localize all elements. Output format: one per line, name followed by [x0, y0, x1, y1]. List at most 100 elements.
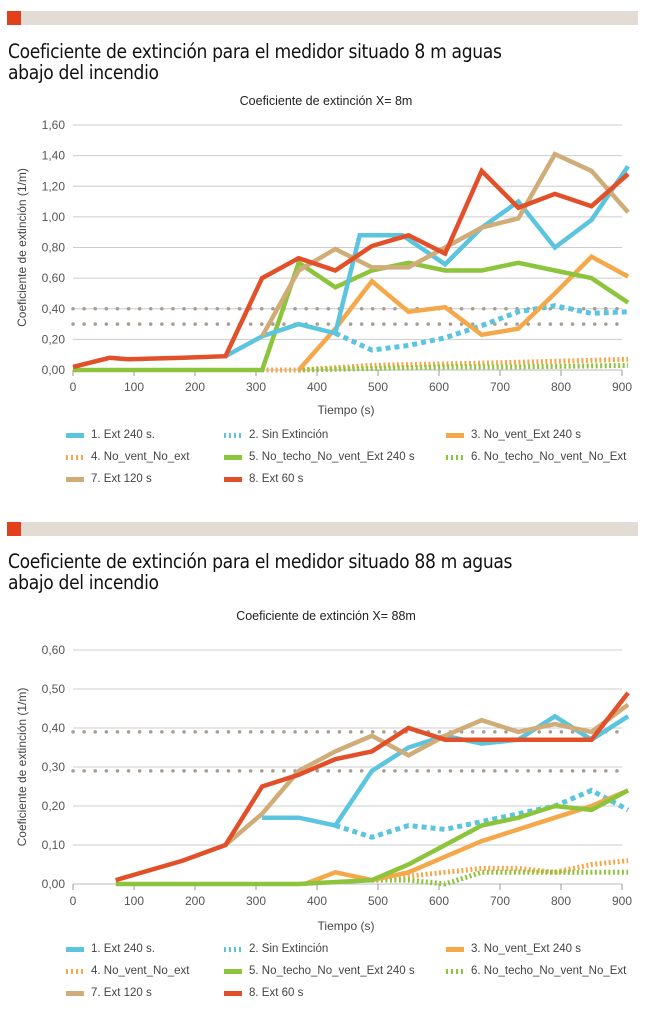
legend-item: 4. No_vent_No_ext: [66, 450, 189, 464]
legend-item: 5. No_techo_No_vent_Ext 240 s: [224, 450, 415, 464]
chart-legend: 1. Ext 240 s. 2. Sin Extinción 3. No_vent_…: [66, 428, 646, 498]
y-tick-label: 1,40: [42, 149, 66, 163]
x-tick-label: 500: [368, 894, 388, 908]
series-line-ext120: [260, 151, 630, 338]
accent-square: [7, 522, 21, 536]
legend-label: 2. Sin Extinción: [249, 429, 329, 441]
legend-item: 5. No_techo_No_vent_Ext 240 s: [224, 964, 415, 978]
section-8m: Coeficiente de extinción para el medidor…: [0, 0, 652, 510]
x-tick-label: 900: [612, 380, 632, 394]
chart-title: Coeficiente de extinción X= 8m: [240, 94, 413, 108]
legend-item: 2. Sin Extinción: [224, 942, 328, 956]
legend-label: 4. No_vent_No_ext: [91, 965, 190, 977]
x-tick-label: 900: [612, 894, 632, 908]
y-tick-label: 0,50: [42, 682, 66, 696]
series-line-noVentExt240: [303, 788, 629, 887]
y-tick-label: 0,00: [42, 363, 66, 377]
legend-item: 3. No_vent_Ext 240 s: [446, 942, 581, 956]
x-tick-label: 0: [70, 894, 77, 908]
y-tick-label: 0,80: [42, 241, 66, 255]
section-heading: Coeficiente de extinción para el medidor…: [8, 40, 502, 84]
legend-label: 8. Ext 60 s: [249, 473, 304, 485]
x-tick-label: 200: [185, 894, 205, 908]
series-line-noTechoExt240: [115, 788, 630, 887]
y-tick-label: 0,60: [42, 643, 66, 657]
chart-88m: Coeficiente de extinción X= 88m 0,00 0,10 0…: [15, 609, 632, 933]
legend-item: 7. Ext 120 s: [66, 986, 152, 1000]
y-tick-label: 0,00: [42, 877, 66, 891]
legend-swatch: [446, 968, 464, 974]
series-line-ext60: [72, 166, 630, 370]
x-tick-label: 300: [246, 380, 266, 394]
x-tick-label: 700: [490, 894, 510, 908]
series-line-sinExt: [334, 787, 630, 840]
x-tick-label: 800: [551, 380, 571, 394]
legend-swatch: [66, 946, 84, 952]
x-tick-label: 600: [429, 380, 449, 394]
legend-label: 7. Ext 120 s: [91, 987, 152, 999]
legend-item: 2. Sin Extinción: [224, 428, 328, 442]
legend-item: 6. No_techo_No_vent_No_Ext: [446, 964, 626, 978]
legend-swatch: [224, 432, 242, 438]
legend-label: 5. No_techo_No_vent_Ext 240 s: [249, 965, 415, 977]
chart-legend: 1. Ext 240 s. 2. Sin Extinción 3. No_vent_…: [66, 942, 646, 1012]
legend-item: 8. Ext 60 s: [224, 472, 303, 486]
legend-label: 6. No_techo_No_vent_No_Ext: [471, 965, 627, 977]
y-tick-label: 0,40: [42, 721, 66, 735]
accent-square: [7, 11, 21, 25]
legend-item: 1. Ext 240 s.: [66, 942, 155, 956]
legend-swatch: [446, 454, 464, 460]
legend-item: 8. Ext 60 s: [224, 986, 303, 1000]
legend-swatch: [66, 476, 84, 482]
x-axis-label: Tiempo (s): [318, 919, 375, 933]
section-header-bar: [7, 522, 638, 536]
legend-label: 4. No_vent_No_ext: [91, 451, 190, 463]
y-tick-label: 0,10: [42, 838, 66, 852]
x-tick-label: 400: [307, 894, 327, 908]
legend-label: 1. Ext 240 s.: [91, 429, 155, 441]
section-heading: Coeficiente de extinción para el medidor…: [8, 550, 513, 594]
y-tick-label: 1,60: [42, 118, 66, 132]
x-tick-label: 100: [124, 380, 144, 394]
legend-item: 4. No_vent_No_ext: [66, 964, 189, 978]
legend-item: 6. No_techo_No_vent_No_Ext: [446, 450, 626, 464]
legend-swatch: [224, 990, 242, 996]
x-tick-label: 400: [307, 380, 327, 394]
legend-item: 3. No_vent_Ext 240 s: [446, 428, 581, 442]
legend-label: 7. Ext 120 s: [91, 473, 152, 485]
y-tick-label: 1,20: [42, 179, 66, 193]
y-axis-label: Coeficiente de extinción (1/m): [15, 168, 29, 327]
series-line-sinExt: [334, 303, 629, 353]
series-line-ext120: [224, 702, 630, 847]
legend-swatch: [66, 454, 84, 460]
legend-label: 2. Sin Extinción: [249, 943, 329, 955]
legend-swatch: [66, 990, 84, 996]
chart-8m: Coeficiente de extinción X= 8m 0,00 0,20 0,…: [15, 94, 632, 417]
legend-swatch: [224, 946, 242, 952]
y-axis-label: Coeficiente de extinción (1/m): [15, 688, 29, 847]
section-88m: Coeficiente de extinción para el medidor…: [0, 510, 652, 1024]
y-tick-label: 1,00: [42, 210, 66, 224]
y-tick-label: 0,20: [42, 799, 66, 813]
series-line-noVentNoExt: [262, 356, 629, 373]
x-tick-label: 200: [185, 380, 205, 394]
legend-label: 3. No_vent_Ext 240 s: [471, 943, 581, 955]
legend-swatch: [224, 454, 242, 460]
y-tick-label: 0,60: [42, 271, 66, 285]
legend-label: 6. No_techo_No_vent_No_Ext: [471, 451, 627, 463]
legend-swatch: [224, 968, 242, 974]
legend-label: 3. No_vent_Ext 240 s: [471, 429, 581, 441]
y-tick-label: 0,20: [42, 332, 66, 346]
legend-swatch: [66, 432, 84, 438]
series-line-ext240: [224, 165, 630, 359]
x-tick-label: 100: [124, 894, 144, 908]
series-line-ext60: [115, 691, 630, 883]
legend-label: 8. Ext 60 s: [249, 987, 304, 999]
legend-swatch: [446, 946, 464, 952]
x-tick-label: 600: [429, 894, 449, 908]
legend-swatch: [446, 432, 464, 438]
section-header-bar: [7, 11, 638, 25]
legend-item: 1. Ext 240 s.: [66, 428, 155, 442]
legend-label: 5. No_techo_No_vent_Ext 240 s: [249, 451, 415, 463]
y-tick-label: 0,40: [42, 302, 66, 316]
